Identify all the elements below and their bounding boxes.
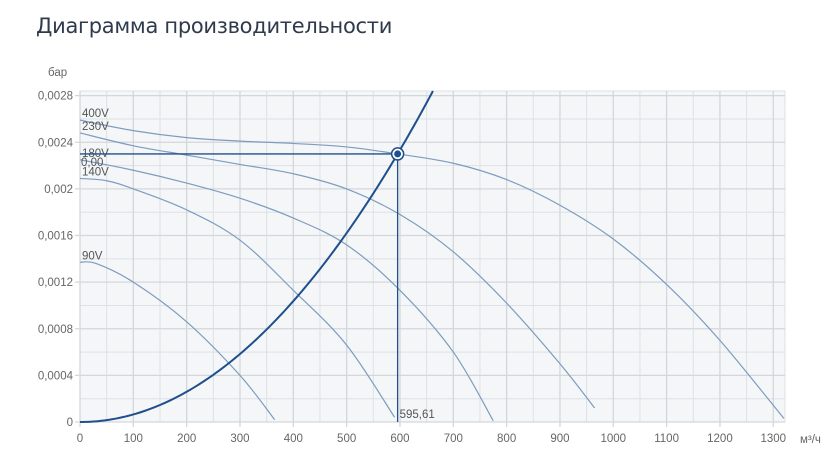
x-tick-label: 1100 [654, 433, 679, 445]
x-tick-label: 700 [444, 433, 463, 445]
curve-label-90V: 90V [82, 250, 103, 262]
x-tick-label: 1300 [760, 433, 786, 445]
fan-curve-140V [79, 177, 396, 418]
y-tick-label: 0 [67, 417, 73, 429]
y-tick-label: 0,0012 [38, 277, 73, 289]
fan-curve-90V [79, 261, 276, 421]
fan-curve-400V [79, 119, 785, 419]
chart-title: Диаграмма производительности [36, 14, 393, 38]
x-tick-label: 300 [230, 433, 249, 445]
system-curve [79, 90, 434, 423]
x-tick-label: 0 [77, 433, 83, 445]
y-tick-label: 0,0008 [38, 324, 73, 336]
operating-point-marker [394, 150, 402, 158]
operating-point-x-label: 595,61 [400, 409, 435, 421]
y-tick-label: 0,0024 [38, 137, 74, 149]
x-tick-label: 1000 [600, 433, 626, 445]
curve-label-400V: 400V [82, 108, 109, 120]
fan-curve-180V [79, 159, 494, 422]
y-tick-label: 0,0028 [38, 91, 73, 103]
operating-point-y-label: 0,00 [81, 157, 103, 169]
y-axis-label: бар [48, 67, 67, 79]
y-tick-label: 0,0004 [38, 370, 74, 382]
x-tick-label: 1200 [707, 433, 733, 445]
x-tick-label: 100 [124, 433, 143, 445]
x-tick-label: 400 [284, 433, 303, 445]
y-tick-label: 0,002 [44, 184, 73, 196]
x-tick-label: 600 [390, 433, 409, 445]
x-tick-label: 900 [550, 433, 569, 445]
plot-area [79, 90, 786, 423]
fan-curve-230V [79, 132, 596, 409]
x-axis-label: м³/ч [800, 434, 821, 446]
x-tick-label: 200 [177, 433, 196, 445]
y-tick-label: 0,0016 [38, 231, 73, 243]
label-clip [0, 60, 35, 440]
curve-label-140V: 140V [82, 166, 109, 178]
x-tick-label: 500 [337, 433, 356, 445]
x-tick-label: 800 [497, 433, 516, 445]
curve-label-230V: 230V [82, 121, 109, 133]
